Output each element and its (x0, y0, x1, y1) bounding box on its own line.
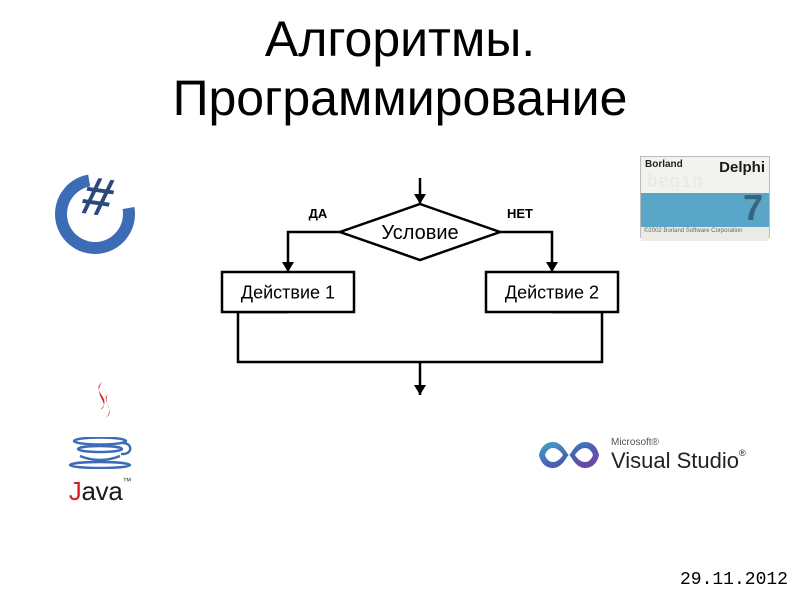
java-ava: ava (81, 476, 122, 506)
svg-text:ДА: ДА (309, 206, 328, 221)
conditional-flowchart: ДА НЕТ Условие Действие 1 Действие 2 (180, 170, 660, 400)
visualstudio-logo: Microsoft® Visual Studio® (537, 420, 772, 490)
java-steam-icon (70, 380, 130, 430)
svg-text:Условие: Условие (381, 222, 458, 244)
java-cup-icon (65, 437, 135, 469)
delphi-strip: begin 7 (641, 193, 769, 227)
vs-name-text: Visual Studio (611, 448, 739, 473)
vs-name: Visual Studio® (611, 449, 746, 472)
svg-text:Действие 1: Действие 1 (241, 282, 335, 302)
java-tm: ™ (123, 476, 132, 486)
vs-reg: ® (739, 448, 746, 458)
svg-text:НЕТ: НЕТ (507, 206, 533, 221)
svg-text:Действие 2: Действие 2 (505, 282, 599, 302)
delphi-name: Delphi (719, 159, 765, 176)
delphi-footer: ©2002 Borland Software Corporation (641, 227, 769, 241)
vs-infinity-icon (537, 438, 601, 472)
csharp-logo: # (55, 168, 150, 263)
vs-text: Microsoft® Visual Studio® (611, 438, 746, 472)
java-logo: Java™ (35, 380, 165, 507)
slide-date: 29.11.2012 (680, 570, 788, 590)
page-title: Алгоритмы.Программирование (0, 10, 800, 128)
java-j: J (69, 476, 82, 506)
java-wordmark: Java™ (35, 476, 165, 507)
delphi-borland: Borland (645, 159, 683, 170)
delphi-version: 7 (743, 187, 763, 229)
